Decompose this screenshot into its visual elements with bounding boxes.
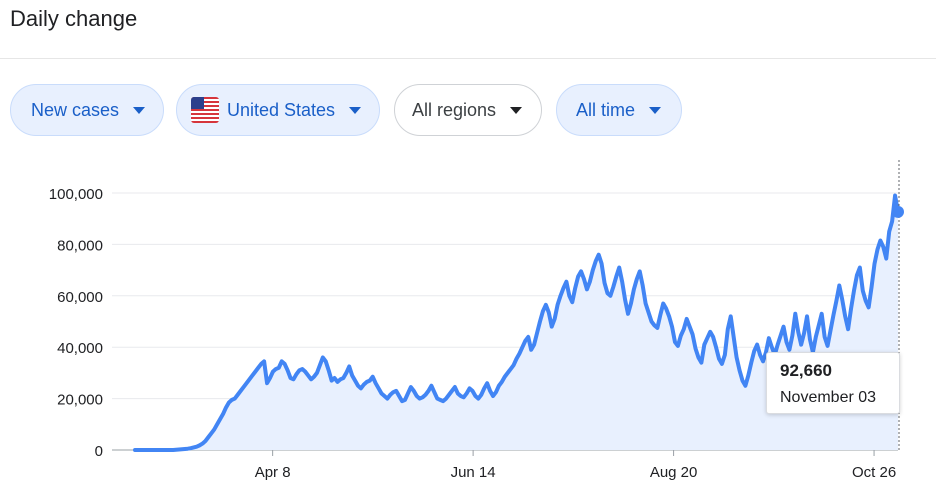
data-tooltip: 92,660 November 03	[766, 352, 900, 414]
country-filter-chip[interactable]: United States	[176, 84, 380, 136]
x-tick-label: Aug 20	[650, 464, 698, 481]
period-filter-chip[interactable]: All time	[556, 84, 682, 136]
caret-down-icon	[133, 106, 146, 114]
page-header: Daily change	[0, 0, 936, 59]
y-tick-label: 0	[95, 443, 103, 460]
metric-filter-label: New cases	[31, 99, 120, 120]
country-filter-label: United States	[227, 99, 336, 120]
metric-filter-chip[interactable]: New cases	[10, 84, 164, 136]
data-point-last	[892, 205, 904, 218]
y-axis: 0 20,000 40,000 60,000 80,000 100,000	[49, 186, 103, 460]
region-filter-label: All regions	[412, 99, 497, 120]
tooltip-value: 92,660	[780, 361, 832, 380]
x-tick-label: Oct 26	[852, 464, 896, 481]
x-tick-label: Jun 14	[451, 464, 496, 481]
page-title: Daily change	[10, 6, 138, 31]
y-tick-label: 40,000	[57, 340, 103, 357]
series-line	[133, 193, 900, 452]
x-axis: Apr 8 Jun 14 Aug 20 Oct 26	[255, 450, 896, 481]
caret-down-icon	[349, 106, 362, 114]
y-tick-label: 20,000	[57, 392, 103, 409]
daily-change-chart: 0 20,000 40,000 60,000 80,000 100,000 Apr 8 Ju…	[49, 160, 904, 481]
tooltip-date: November 03	[780, 389, 877, 406]
y-tick-label: 100,000	[49, 186, 103, 203]
y-tick-label: 60,000	[57, 289, 103, 306]
caret-down-icon	[510, 106, 523, 114]
y-tick-label: 80,000	[57, 237, 103, 254]
us-flag-icon	[191, 97, 219, 123]
x-tick-label: Apr 8	[255, 464, 291, 481]
region-filter-chip[interactable]: All regions	[394, 84, 542, 136]
series-area	[135, 195, 898, 450]
period-filter-label: All time	[576, 99, 636, 120]
caret-down-icon	[649, 106, 662, 114]
